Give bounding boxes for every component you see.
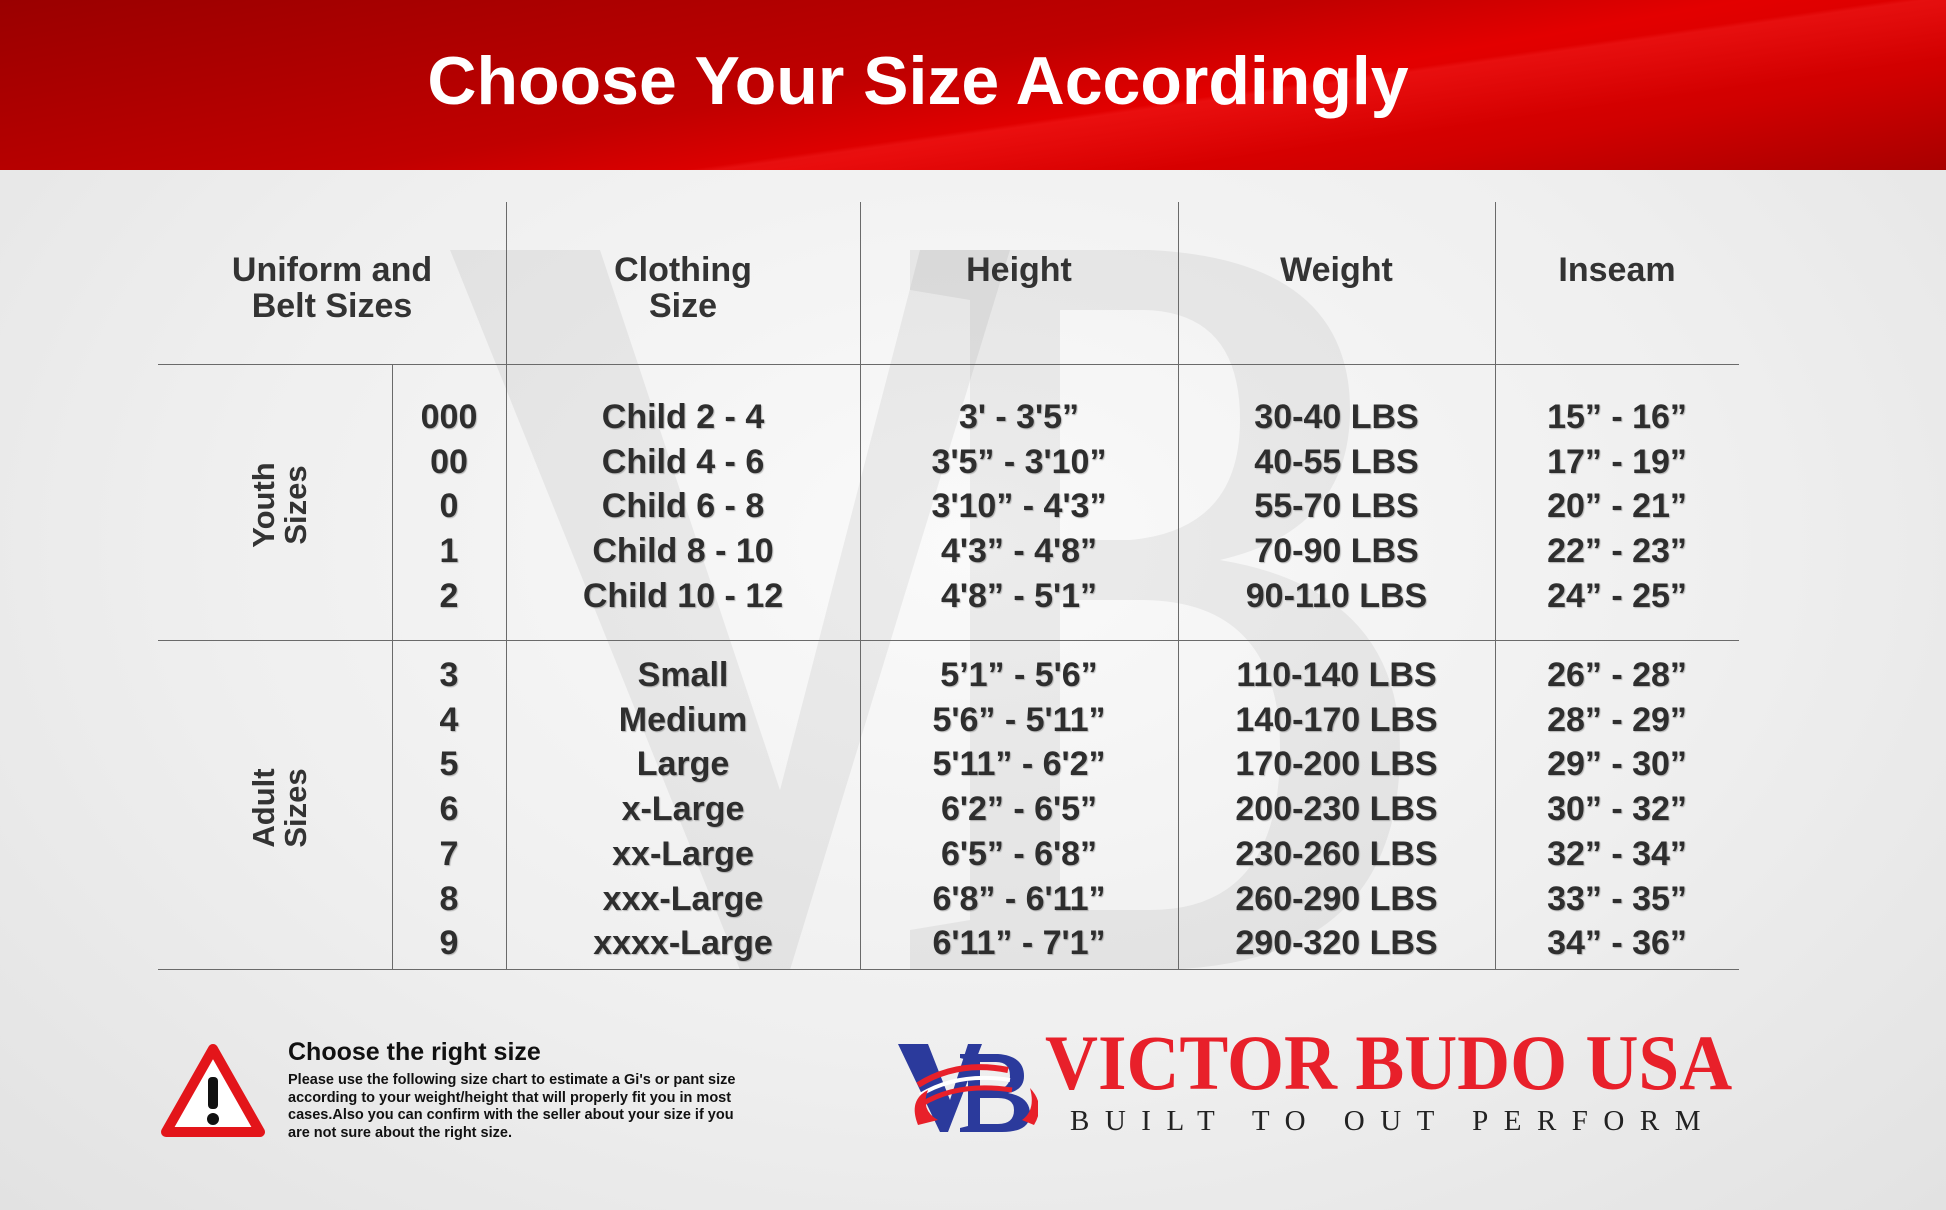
table-bottom-line xyxy=(158,969,1739,970)
cell-size: 8 xyxy=(439,879,459,918)
cell-inseam: 29” - 30” xyxy=(1547,745,1687,784)
cell-weight: 55-70 LBS xyxy=(1254,487,1419,526)
cell-size: 000 xyxy=(420,398,478,436)
header-banner xyxy=(0,0,1946,170)
cell-height: 4'8” - 5'1” xyxy=(940,576,1098,615)
cell-height: 4'3” - 4'8” xyxy=(940,532,1098,571)
cell-weight: 170-200 LBS xyxy=(1235,745,1438,784)
cell-inseam: 28” - 29” xyxy=(1547,700,1687,739)
cell-clothing: xxx-Large xyxy=(602,879,764,918)
cell-height: 6'2” - 6'5” xyxy=(940,790,1098,829)
column-divider xyxy=(1495,202,1496,969)
cell-height: 5'6” - 5'11” xyxy=(932,700,1106,739)
column-divider xyxy=(506,202,507,969)
cell-inseam: 30” - 32” xyxy=(1547,790,1687,829)
header-uniform-belt-sizes: Uniform and Belt Sizes xyxy=(231,251,433,325)
cell-height: 6'11” - 7'1” xyxy=(932,924,1106,963)
column-divider xyxy=(860,202,861,969)
cell-inseam: 15” - 16” xyxy=(1547,398,1687,436)
brand-logo-icon xyxy=(898,1044,1038,1132)
cell-clothing: Child 6 - 8 xyxy=(601,487,765,526)
cell-weight: 90-110 LBS xyxy=(1245,576,1428,615)
cell-size: 5 xyxy=(439,745,459,784)
header-inseam: Inseam xyxy=(1558,251,1676,289)
cell-weight: 70-90 LBS xyxy=(1254,532,1419,571)
cell-clothing: Large xyxy=(636,745,730,784)
notice-text: Please use the following size chart to e… xyxy=(288,1072,736,1141)
cell-weight: 230-260 LBS xyxy=(1235,834,1438,873)
brand-name: VICTOR BUDO USA xyxy=(1045,1019,1733,1106)
cell-size: 0 xyxy=(439,487,459,526)
warning-triangle-icon xyxy=(161,1044,265,1137)
cell-weight: 290-320 LBS xyxy=(1235,924,1438,963)
cell-clothing: Child 8 - 10 xyxy=(592,532,774,571)
adult-sizes-label: Adult Sizes xyxy=(246,768,313,848)
cell-size: 7 xyxy=(439,834,459,873)
header-clothing-size: Clothing Size xyxy=(614,251,752,325)
cell-weight: 200-230 LBS xyxy=(1235,790,1438,829)
page-title: Choose Your Size Accordingly xyxy=(427,43,1409,119)
section-divider xyxy=(158,640,1739,641)
cell-clothing: Medium xyxy=(618,700,748,739)
cell-clothing: x-Large xyxy=(621,790,745,829)
cell-height: 5’1” - 5'6” xyxy=(940,656,1098,694)
youth-sizes-label: Youth Sizes xyxy=(246,462,313,548)
cell-height: 6'5” - 6'8” xyxy=(940,834,1098,873)
header-divider xyxy=(158,364,1739,365)
cell-size: 1 xyxy=(439,532,459,571)
cell-height: 3'5” - 3'10” xyxy=(931,442,1107,481)
cell-size: 6 xyxy=(439,790,459,829)
cell-height: 3'10” - 4'3” xyxy=(931,487,1107,526)
header-height: Height xyxy=(966,251,1072,289)
cell-inseam: 24” - 25” xyxy=(1547,576,1687,615)
cell-inseam: 26” - 28” xyxy=(1547,656,1687,694)
cell-clothing: xx-Large xyxy=(612,834,754,873)
cell-inseam: 33” - 35” xyxy=(1547,879,1687,918)
cell-clothing: Small xyxy=(637,656,729,694)
cell-inseam: 34” - 36” xyxy=(1547,924,1687,963)
cell-inseam: 20” - 21” xyxy=(1547,487,1687,526)
cell-weight: 110-140 LBS xyxy=(1236,656,1437,694)
cell-weight: 30-40 LBS xyxy=(1254,398,1419,436)
cell-weight: 140-170 LBS xyxy=(1235,700,1438,739)
cell-size: 2 xyxy=(439,576,459,615)
column-divider xyxy=(392,364,393,969)
cell-height: 5'11” - 6'2” xyxy=(932,745,1106,784)
cell-size: 3 xyxy=(439,656,459,694)
header-weight: Weight xyxy=(1280,251,1393,289)
cell-inseam: 17” - 19” xyxy=(1547,442,1687,481)
cell-clothing: Child 10 - 12 xyxy=(582,576,784,615)
cell-height: 6'8” - 6'11” xyxy=(932,879,1106,918)
notice-title: Choose the right size xyxy=(288,1038,541,1066)
cell-weight: 40-55 LBS xyxy=(1254,442,1419,481)
cell-size: 00 xyxy=(430,442,468,481)
cell-size: 4 xyxy=(439,700,459,739)
cell-size: 9 xyxy=(439,924,459,963)
cell-weight: 260-290 LBS xyxy=(1235,879,1438,918)
cell-clothing: Child 2 - 4 xyxy=(601,398,765,436)
cell-inseam: 32” - 34” xyxy=(1547,834,1687,873)
cell-height: 3' - 3'5” xyxy=(958,398,1080,436)
cell-inseam: 22” - 23” xyxy=(1547,532,1687,571)
brand-tagline: BUILT TO OUT PERFORM xyxy=(1070,1105,1717,1137)
watermark-logo xyxy=(450,250,1400,970)
column-divider xyxy=(1178,202,1179,969)
cell-clothing: Child 4 - 6 xyxy=(601,442,765,481)
cell-clothing: xxxx-Large xyxy=(593,924,773,963)
